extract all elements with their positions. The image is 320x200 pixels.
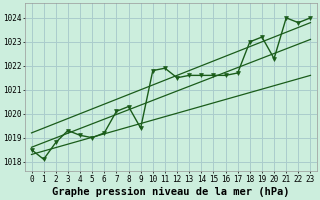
X-axis label: Graphe pression niveau de la mer (hPa): Graphe pression niveau de la mer (hPa): [52, 186, 290, 197]
